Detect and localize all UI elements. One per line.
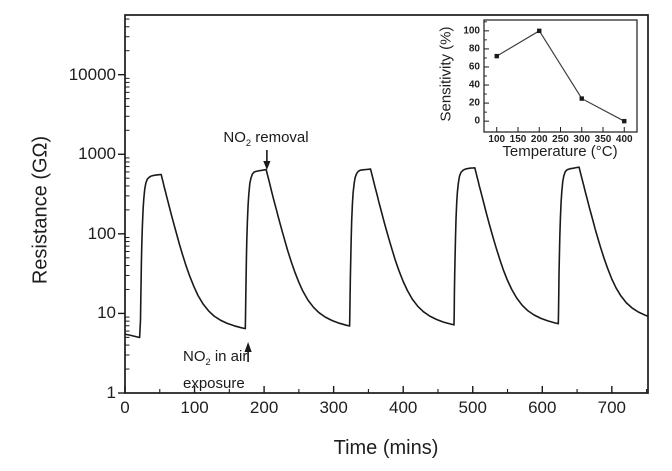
sensitivity-line [496, 29, 625, 122]
x-tick-label: 700 [597, 398, 627, 417]
main-x-axis-label: Time (mins) [333, 437, 439, 459]
inset-x-tick-label: 250 [552, 134, 569, 145]
y-tick-label: 100 [87, 223, 116, 243]
y-tick-label: 10000 [68, 64, 116, 84]
inset-plot-frame [483, 19, 638, 133]
inset-y-axis-label: Sensitivity (%) [437, 26, 455, 122]
inset-y-tick-label: 20 [468, 97, 480, 109]
x-tick-label: 200 [249, 398, 279, 417]
sensitivity-marker [537, 28, 542, 34]
x-tick-label: 400 [389, 398, 418, 417]
y-tick-label: 10 [97, 303, 116, 323]
sensitivity-marker [622, 118, 627, 124]
inset-y-tick-label: 40 [468, 79, 480, 91]
sensitivity-marker [494, 53, 499, 59]
resistance-curve [124, 166, 649, 339]
x-tick-label: 0 [120, 398, 130, 417]
main-y-axis-label: Resistance (GΩ) [29, 135, 52, 285]
no2-exposure-arrowhead [244, 342, 252, 352]
y-tick-label: 1000 [78, 144, 116, 164]
y-tick-label: 1 [106, 383, 116, 402]
inset-x-tick-label: 350 [594, 134, 612, 145]
main-plot-frame [124, 14, 649, 394]
x-tick-label: 500 [458, 398, 487, 417]
annotation-no2-removal: NO2 removal [223, 129, 309, 148]
inset-x-tick-label: 400 [615, 134, 633, 145]
inset-x-tick-label: 100 [488, 134, 506, 145]
inset-x-tick-label: 200 [530, 134, 548, 145]
sensitivity-marker [579, 96, 584, 101]
x-tick-label: 300 [319, 398, 348, 417]
inset-y-tick-label: 60 [468, 61, 480, 73]
inset-y-tick-label: 80 [468, 43, 480, 55]
inset-x-axis-label: Temperature (°C) [502, 143, 618, 160]
inset-x-tick-label: 300 [573, 134, 591, 145]
x-tick-label: 600 [528, 398, 557, 417]
inset-x-tick-label: 150 [509, 134, 527, 145]
no2-removal-arrowhead [263, 161, 271, 170]
inset-y-tick-label: 0 [474, 115, 480, 127]
x-tick-label: 100 [180, 398, 209, 417]
inset-y-tick-label: 100 [463, 25, 480, 37]
annotation-no2-exposure: NO2 in air exposure [183, 348, 248, 392]
